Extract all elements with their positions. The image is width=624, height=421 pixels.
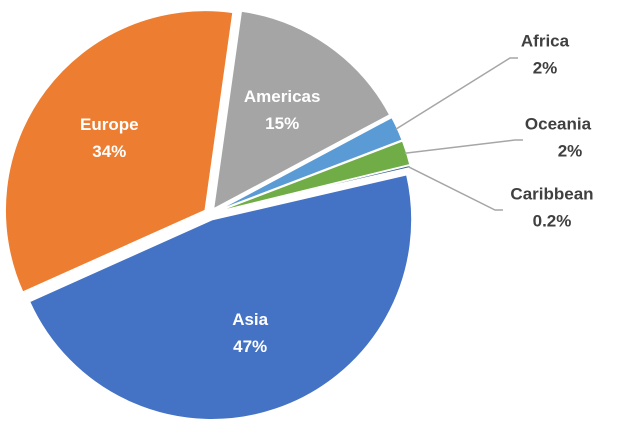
value-label: 47% <box>233 337 267 356</box>
value-label: 15% <box>265 114 299 133</box>
leader-line <box>404 139 523 154</box>
leader-line <box>408 166 503 211</box>
slice-label: Caribbean <box>510 184 593 203</box>
pie-slice <box>28 173 413 421</box>
slice-label: Asia <box>232 310 268 329</box>
value-label: 0.2% <box>533 211 572 230</box>
pie-slice <box>4 9 234 294</box>
value-label: 34% <box>92 142 126 161</box>
slice-label: Americas <box>244 87 321 106</box>
slice-label: Oceania <box>525 114 592 133</box>
value-label: 2% <box>558 141 583 160</box>
slice-label: Africa <box>521 31 570 50</box>
pie-slice <box>212 10 391 211</box>
slice-label: Europe <box>80 115 139 134</box>
leader-line <box>395 57 518 130</box>
value-label: 2% <box>533 58 558 77</box>
